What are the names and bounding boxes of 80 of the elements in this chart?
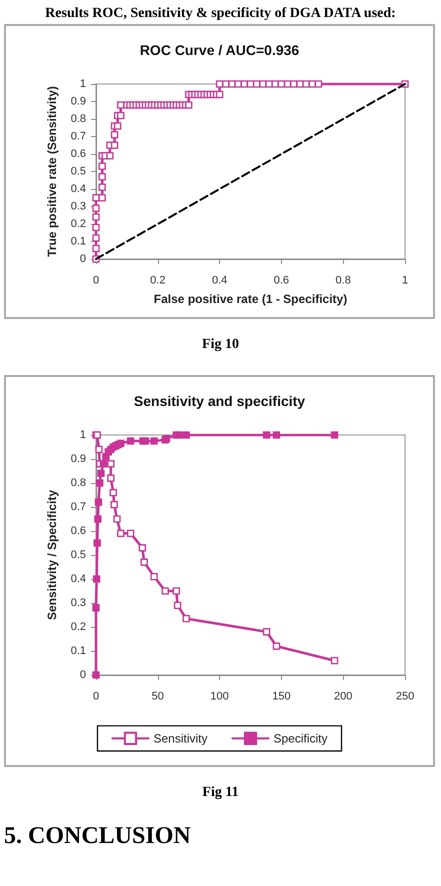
point — [172, 587, 180, 595]
point — [142, 437, 150, 445]
point — [92, 575, 100, 583]
x-axis-title: False positive rate (1 - Specificity) — [154, 292, 348, 306]
point — [262, 431, 270, 439]
point — [330, 431, 338, 439]
x-tick-label: 200 — [334, 690, 352, 702]
point — [182, 431, 190, 439]
point — [272, 431, 280, 439]
text: 5. CONCLUSION — [4, 823, 192, 850]
point — [150, 437, 158, 445]
x-tick-label: 0.4 — [212, 274, 228, 286]
point — [174, 602, 182, 610]
point — [262, 628, 270, 636]
x-tick-label: 0 — [92, 690, 100, 702]
point — [175, 431, 182, 439]
y-tick-label: 0.3 — [70, 597, 86, 609]
point — [113, 515, 121, 523]
point — [96, 479, 104, 487]
point — [330, 656, 338, 664]
point — [162, 587, 169, 595]
y-tick-label: 0.6 — [70, 148, 86, 160]
x-tick-label: 0.2 — [150, 274, 166, 286]
y-tick-label: 0 — [80, 253, 86, 265]
point — [126, 530, 134, 538]
point — [182, 614, 190, 622]
text: Results ROC, Sensitivity & specificity of DGA DATA used: — [44, 6, 397, 22]
point — [150, 572, 158, 580]
x-tick-label: 150 — [272, 690, 291, 702]
point — [97, 470, 105, 478]
point — [138, 544, 146, 552]
y-tick-label: 0.7 — [70, 130, 86, 142]
point — [94, 498, 102, 506]
y-tick-label: 0.1 — [70, 236, 86, 248]
y-tick-label: 1 — [80, 429, 86, 441]
y-tick-label: 0.5 — [70, 549, 86, 561]
point — [117, 530, 124, 538]
caption: Fig 10 — [201, 337, 240, 353]
point — [94, 515, 102, 523]
y-tick-label: 0.1 — [70, 645, 86, 657]
y-tick-label: 0.9 — [70, 96, 86, 108]
point — [110, 500, 118, 508]
point — [107, 460, 114, 468]
x-tick-label: 0 — [92, 274, 100, 286]
x-tick-label: 0.6 — [274, 274, 290, 286]
point — [94, 539, 101, 547]
y-tick-label: 0.5 — [70, 166, 86, 178]
point — [140, 558, 148, 566]
y-tick-label: 0.4 — [70, 183, 86, 195]
y-tick-label: 0.6 — [70, 525, 86, 537]
y-tick-label: 0 — [80, 669, 86, 681]
y-tick-label: 0.8 — [70, 477, 86, 489]
y-tick-label: 0.8 — [70, 113, 86, 125]
legend-label: Specificity — [274, 731, 328, 746]
point — [100, 460, 108, 468]
y-tick-label: 0.2 — [70, 218, 86, 230]
caption: Fig 11 — [201, 785, 240, 801]
point — [107, 474, 114, 482]
y-tick-label: 0.7 — [70, 501, 86, 513]
x-tick-label: 100 — [210, 690, 229, 702]
y-tick-label: 0.2 — [70, 621, 86, 633]
point — [126, 437, 134, 445]
legend-label: Sensitivity — [153, 731, 208, 746]
y-axis-title: Sensitivity / Specificity — [45, 490, 59, 620]
y-axis-title: True positive rate (Sensitivity) — [45, 86, 59, 257]
x-tick-label: 0.8 — [336, 274, 351, 286]
point — [272, 642, 280, 650]
point — [92, 604, 100, 612]
y-tick-label: 0.9 — [70, 453, 86, 465]
chart-title: Sensitivity and specificity — [134, 393, 306, 409]
point — [110, 488, 117, 496]
chart-title: ROC Curve / AUC=0.936 — [140, 42, 300, 58]
x-tick-label: 250 — [396, 690, 414, 702]
point — [95, 446, 103, 454]
point — [117, 440, 124, 448]
x-tick-label: 1 — [402, 274, 408, 286]
y-tick-label: 0.4 — [70, 573, 86, 585]
x-tick-label: 50 — [152, 690, 164, 702]
y-tick-label: 1 — [80, 78, 86, 90]
y-tick-label: 0.3 — [70, 200, 86, 212]
